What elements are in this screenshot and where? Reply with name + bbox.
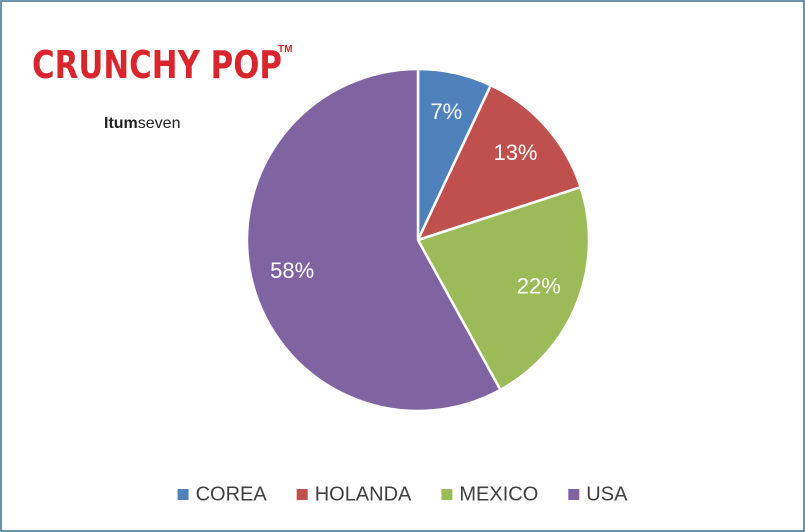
data-label: 7% xyxy=(430,99,462,124)
legend-swatch xyxy=(296,489,308,500)
brand-rest: seven xyxy=(138,115,181,132)
legend-swatch xyxy=(441,489,453,500)
data-label: 58% xyxy=(270,258,314,283)
logo-mark: TM xyxy=(278,44,292,55)
legend-label: MEXICO xyxy=(459,483,538,505)
pie-slice xyxy=(416,185,591,392)
data-label: 22% xyxy=(517,274,561,299)
legend-label: HOLANDA xyxy=(315,483,412,505)
legend-swatch xyxy=(568,489,580,500)
logo: CRUNCHY POP xyxy=(32,43,282,87)
brand-bold: Itum xyxy=(104,115,138,132)
legend-label: COREA xyxy=(196,483,268,505)
brand: Itumseven xyxy=(104,115,180,132)
pie-slice xyxy=(245,67,503,413)
legend-label: USA xyxy=(586,483,628,505)
pie-slice xyxy=(415,83,583,243)
legend-swatch xyxy=(177,489,189,500)
data-label: 13% xyxy=(493,140,537,165)
